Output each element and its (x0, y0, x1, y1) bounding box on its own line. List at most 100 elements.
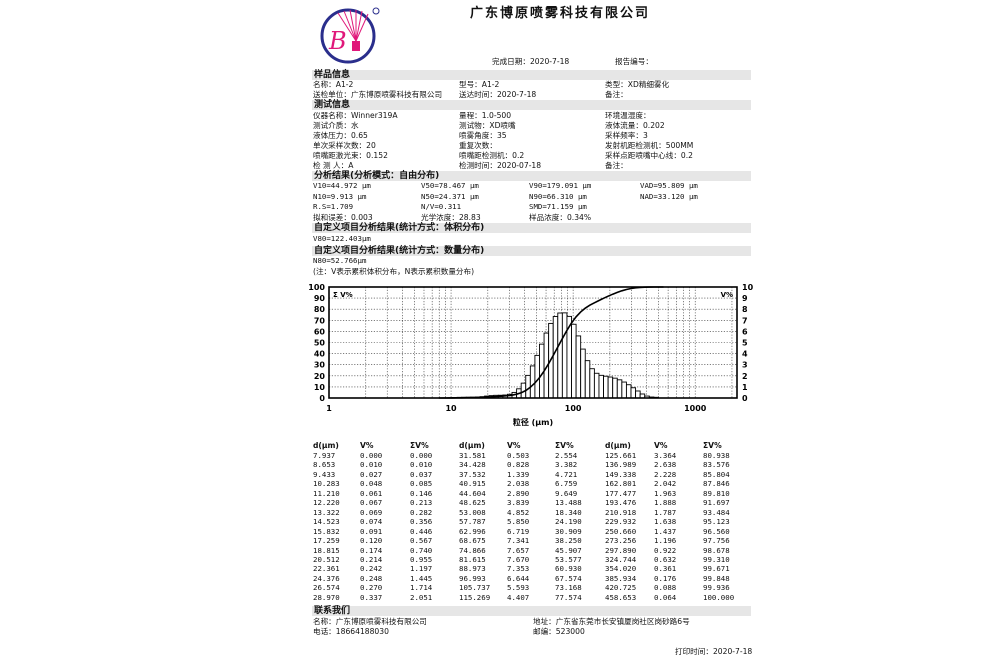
table-cell: 15.832 (313, 526, 340, 536)
table-cell: 7.657 (507, 545, 530, 555)
table-cell: 8.653 (313, 460, 336, 470)
table-header: d(μm) (313, 441, 339, 450)
table-cell: 13.488 (555, 498, 582, 508)
section-title: 分析结果(分析模式：自由分布) (314, 171, 440, 181)
print-time: 打印时间：2020-7-18 (675, 647, 753, 656)
table-cell: 0.632 (654, 554, 677, 564)
contact-address: 地址：广东省东莞市长安镇厦岗社区岗砂路6号 (533, 617, 690, 626)
section-custom-number: 自定义项目分析结果(统计方式：数量分布) (312, 246, 751, 256)
table-cell: 6.644 (507, 573, 530, 583)
table-cell: 136.989 (605, 460, 637, 470)
table-cell: 0.242 (360, 564, 383, 574)
table-cell: 3.364 (654, 451, 677, 460)
y-right-tick-label: 7 (742, 316, 748, 325)
section-contact: 联系我们 (312, 606, 751, 616)
table-cell: 2.890 (507, 488, 530, 498)
contact-phone: 电话：18664188030 (313, 627, 389, 636)
table-cell: 60.930 (555, 564, 582, 574)
table-cell: 0.120 (360, 536, 383, 546)
y-right-tick-label: 10 (742, 283, 754, 292)
table-cell: 4.721 (555, 469, 578, 479)
table-cell: 96.993 (459, 573, 486, 583)
table-cell: 18.340 (555, 507, 582, 517)
table-cell: 85.804 (703, 469, 730, 479)
y-right-tick-label: 1 (742, 383, 748, 392)
y-left-tick-label: 0 (319, 394, 325, 403)
table-cell: 458.653 (605, 592, 637, 602)
table-cell: 68.675 (459, 536, 486, 546)
table-cell: 354.020 (605, 564, 637, 574)
table-cell: 0.146 (410, 488, 433, 498)
table-cell: 0.503 (507, 451, 530, 460)
sample-remark: 备注： (605, 90, 628, 99)
table-cell: 0.027 (360, 469, 383, 479)
table-cell: 1.638 (654, 517, 677, 527)
table-header: V% (360, 441, 374, 450)
y-left-tick-label: 80 (314, 305, 326, 314)
table-cell: 40.915 (459, 479, 486, 489)
histogram-bar (584, 360, 591, 399)
y-right-tick-label: 9 (742, 294, 748, 303)
table-cell: 1.963 (654, 488, 677, 498)
section-analysis: 分析结果(分析模式：自由分布) (312, 171, 751, 181)
table-cell: 6.719 (507, 526, 530, 536)
table-cell: 0.955 (410, 554, 433, 564)
y-right-tick-label: 8 (742, 305, 748, 314)
x-axis-label: 粒径 (μm) (513, 417, 553, 427)
table-header: V% (507, 441, 521, 450)
table-cell: 99.310 (703, 554, 730, 564)
y-left-tick-label: 20 (314, 372, 326, 381)
table-cell: 1.339 (507, 469, 530, 479)
histogram-bar (589, 368, 595, 399)
y-right-axis-label: V% (721, 291, 733, 299)
y-left-tick-label: 40 (314, 350, 326, 359)
table-cell: 87.846 (703, 479, 730, 489)
company-logo: B (320, 7, 380, 64)
y-right-tick-label: 0 (742, 394, 748, 403)
analysis-value: N10=9.913 μm (313, 191, 367, 201)
y-right-tick-label: 4 (742, 350, 748, 359)
table-cell: 0.010 (410, 460, 433, 470)
table-cell: 81.615 (459, 554, 486, 564)
histogram-bar (557, 312, 563, 399)
table-cell: 2.042 (654, 479, 677, 489)
sample-model: 型号：A1-2 (459, 80, 500, 89)
table-cell: 98.678 (703, 545, 730, 555)
test-info-field: 喷嘴距检测机：0.2 (459, 151, 525, 160)
table-cell: 5.850 (507, 517, 530, 527)
table-cell: 88.973 (459, 564, 486, 574)
test-info-field: 喷嘴距激光束：0.152 (313, 151, 388, 160)
analysis-value: R.S=1.709 (313, 202, 354, 211)
x-tick-label: 10 (445, 404, 457, 413)
table-cell: 100.000 (703, 592, 735, 602)
analysis-value: N90=66.310 μm (529, 191, 587, 201)
table-cell: 12.220 (313, 498, 340, 508)
table-cell: 149.338 (605, 469, 637, 479)
table-cell: 210.918 (605, 507, 637, 517)
sample-send-time: 送达时间：2020-7-18 (459, 90, 537, 99)
x-tick-label: 1 (326, 404, 332, 413)
table-cell: 77.574 (555, 592, 582, 602)
table-cell: 53.008 (459, 507, 486, 517)
histogram-bar (552, 316, 559, 399)
company-title: 广东博原喷雾科技有限公司 (470, 6, 651, 21)
table-cell: 324.744 (605, 554, 637, 564)
table-cell: 1.888 (654, 498, 677, 508)
y-right-tick-label: 3 (742, 361, 748, 370)
histogram-bar (616, 379, 623, 399)
table-cell: 162.801 (605, 479, 637, 489)
distribution-note: (注：V表示累积体积分布，N表示累积数量分布) (313, 267, 475, 276)
table-cell: 44.604 (459, 488, 486, 498)
analysis-value: V10=44.972 μm (313, 181, 371, 190)
table-cell: 24.190 (555, 517, 582, 527)
histogram-bar (598, 374, 604, 399)
contact-name: 名称：广东博原喷雾科技有限公司 (313, 617, 427, 626)
table-cell: 0.085 (410, 479, 433, 489)
histogram-bar (630, 387, 637, 399)
table-cell: 2.228 (654, 469, 677, 479)
table-cell: 95.123 (703, 517, 730, 527)
table-header: ΣV% (410, 441, 429, 450)
analysis-value: 拟和误差：0.003 (313, 212, 373, 222)
custom-volume-value: V80=122.403μm (313, 234, 371, 243)
